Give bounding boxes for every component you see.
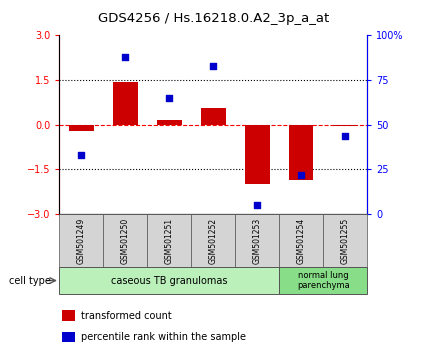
Point [210, 63, 217, 69]
Text: GSM501254: GSM501254 [297, 218, 306, 264]
Bar [202, 108, 226, 125]
Bar [59, 214, 103, 267]
Point [78, 152, 85, 158]
Point [298, 172, 305, 178]
Bar [235, 214, 279, 267]
Bar [323, 214, 367, 267]
Bar [246, 125, 269, 184]
Bar [289, 125, 313, 180]
Text: caseous TB granulomas: caseous TB granulomas [111, 275, 227, 286]
Point [254, 202, 261, 208]
Bar [279, 267, 367, 294]
Bar [279, 214, 323, 267]
Text: percentile rank within the sample: percentile rank within the sample [81, 332, 246, 342]
Bar [103, 214, 147, 267]
Text: GSM501250: GSM501250 [121, 218, 130, 264]
Bar [191, 214, 235, 267]
Text: normal lung
parenchyma: normal lung parenchyma [297, 271, 350, 290]
Bar [70, 125, 94, 131]
Text: GSM501253: GSM501253 [253, 218, 262, 264]
Text: GSM501255: GSM501255 [341, 218, 350, 264]
Point [122, 54, 129, 60]
Text: GSM501251: GSM501251 [165, 218, 174, 264]
Text: GDS4256 / Hs.16218.0.A2_3p_a_at: GDS4256 / Hs.16218.0.A2_3p_a_at [98, 12, 329, 25]
Bar [114, 81, 137, 125]
Text: cell type: cell type [9, 276, 51, 286]
Bar [147, 214, 191, 267]
Point [342, 133, 349, 138]
Text: GSM501252: GSM501252 [209, 218, 218, 264]
Bar [59, 267, 279, 294]
Point [166, 95, 173, 101]
Bar [333, 125, 357, 126]
Text: transformed count: transformed count [81, 311, 172, 321]
Bar [158, 120, 182, 125]
Text: GSM501249: GSM501249 [77, 218, 86, 264]
